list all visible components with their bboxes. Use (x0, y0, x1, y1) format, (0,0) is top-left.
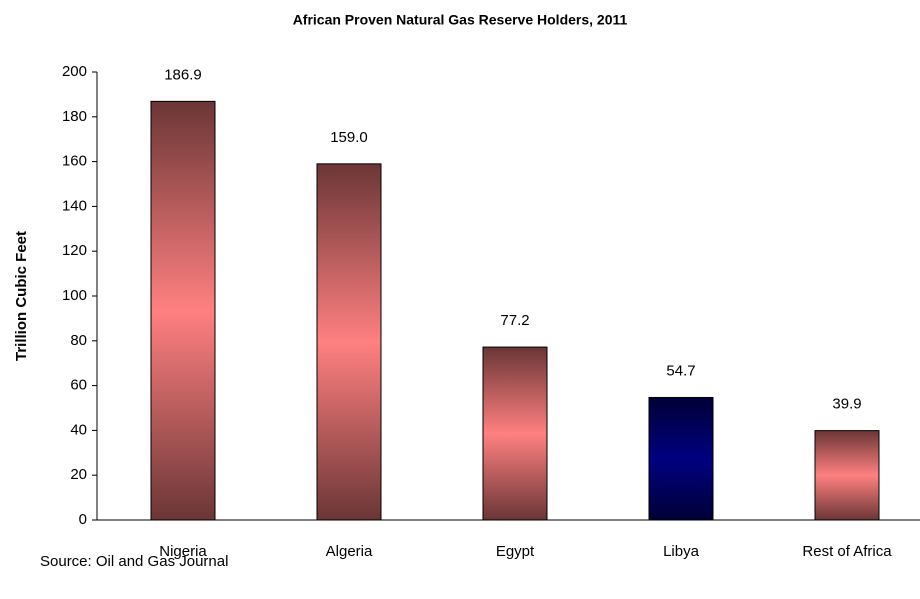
x-tick-label: Rest of Africa (802, 543, 892, 560)
bar (316, 163, 382, 521)
y-tick-label: 100 (62, 287, 87, 304)
bar (814, 430, 880, 521)
y-tick-label: 0 (79, 511, 87, 528)
x-tick-label: Egypt (496, 543, 535, 560)
y-tick-label: 180 (62, 108, 87, 125)
y-tick-label: 80 (70, 332, 87, 349)
data-label: 77.2 (500, 312, 529, 329)
y-tick-label: 140 (62, 197, 87, 214)
x-tick-label: Nigeria (159, 543, 207, 560)
y-tick-label: 60 (70, 377, 87, 394)
x-tick-label: Libya (663, 543, 700, 560)
source-note: Source: Oil and Gas Journal (40, 553, 228, 570)
y-tick-label: 120 (62, 242, 87, 259)
chart-title: African Proven Natural Gas Reserve Holde… (293, 12, 628, 28)
bar (150, 100, 216, 521)
data-label: 186.9 (164, 66, 202, 83)
x-tick-label: Algeria (326, 543, 373, 560)
data-label: 159.0 (330, 129, 368, 146)
data-label: 54.7 (666, 362, 695, 379)
bar (482, 346, 548, 521)
y-tick-label: 160 (62, 153, 87, 170)
bar (648, 396, 714, 521)
y-tick-label: 200 (62, 63, 87, 80)
y-axis-label: Trillion Cubic Feet (13, 231, 30, 361)
y-tick-label: 20 (70, 466, 87, 483)
data-label: 39.9 (832, 396, 861, 413)
y-tick-label: 40 (70, 421, 87, 438)
